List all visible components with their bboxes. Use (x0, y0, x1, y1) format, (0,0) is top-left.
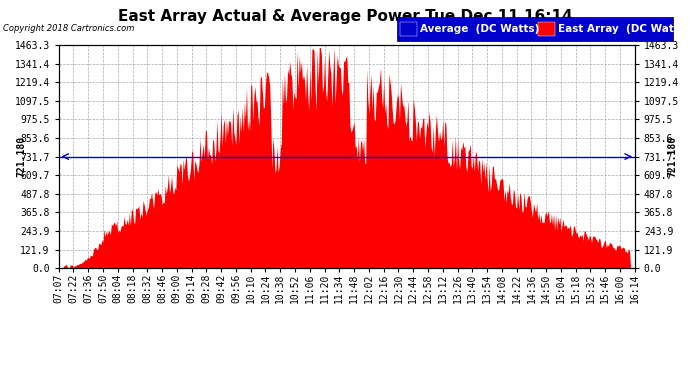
Text: East Array Actual & Average Power Tue Dec 11 16:14: East Array Actual & Average Power Tue De… (118, 9, 572, 24)
Text: Average  (DC Watts): Average (DC Watts) (420, 24, 539, 34)
Text: East Array  (DC Watts): East Array (DC Watts) (558, 24, 689, 34)
Text: 721.180: 721.180 (16, 136, 26, 177)
Text: Copyright 2018 Cartronics.com: Copyright 2018 Cartronics.com (3, 24, 135, 33)
Text: 721.180: 721.180 (667, 136, 678, 177)
